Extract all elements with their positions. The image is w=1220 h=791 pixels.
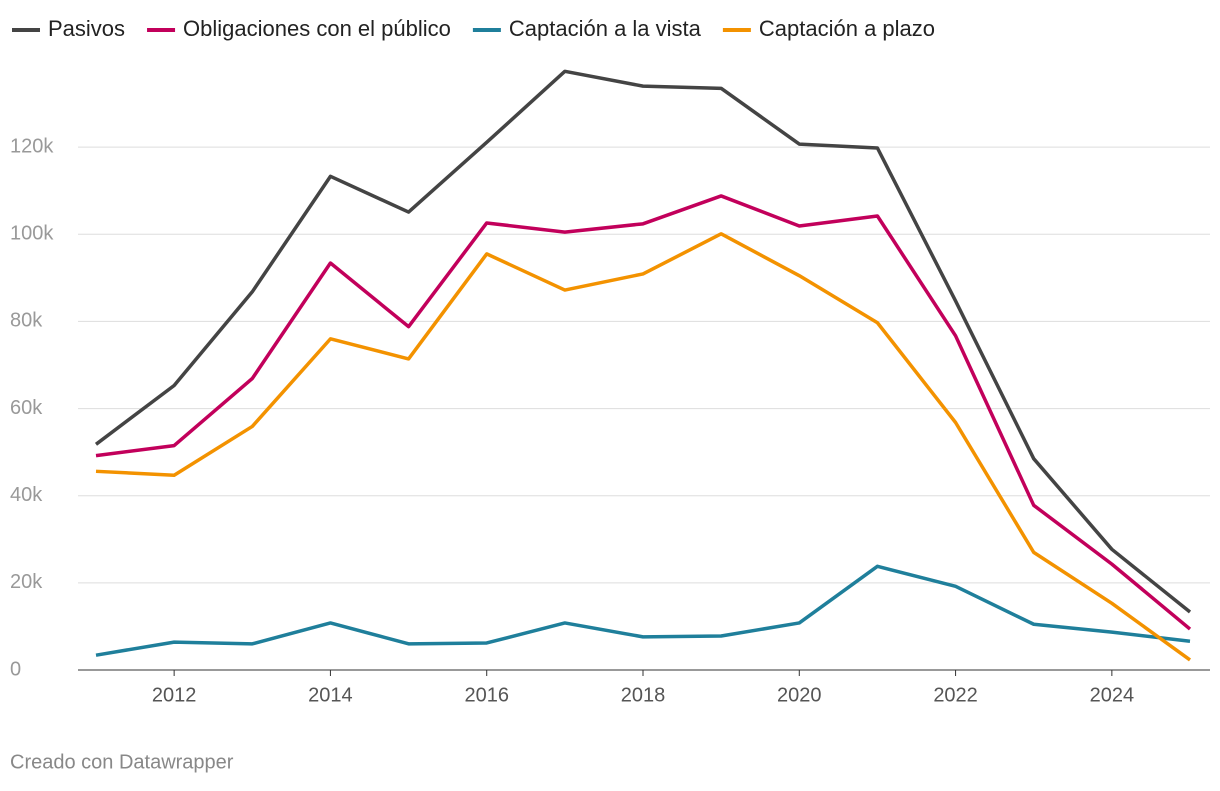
y-tick-label: 40k xyxy=(10,484,43,506)
x-tick-label: 2018 xyxy=(621,684,666,706)
line xyxy=(95,564,1191,657)
x-tick-label: 2020 xyxy=(777,684,822,706)
x-tick-label: 2014 xyxy=(308,684,353,706)
line xyxy=(94,69,1192,614)
y-tick-label: 120k xyxy=(10,135,54,157)
legend-label: Pasivos xyxy=(48,16,125,41)
x-tick-label: 2022 xyxy=(933,684,978,706)
y-tick-label: 20k xyxy=(10,571,43,593)
y-tick-label: 100k xyxy=(10,223,54,245)
x-tick-label: 2016 xyxy=(464,684,509,706)
line xyxy=(95,232,1192,662)
y-tick-label: 80k xyxy=(10,310,43,332)
legend-label: Captación a la vista xyxy=(509,16,702,41)
x-tick-label: 2012 xyxy=(152,684,197,706)
x-tick-label: 2024 xyxy=(1090,684,1135,706)
y-tick-label: 0 xyxy=(10,658,21,680)
y-tick-label: 60k xyxy=(10,397,43,419)
line xyxy=(95,194,1192,631)
legend-label: Captación a plazo xyxy=(759,16,935,41)
legend-label: Obligaciones con el público xyxy=(183,16,451,41)
footer: Creado con Datawrapper xyxy=(10,751,234,773)
